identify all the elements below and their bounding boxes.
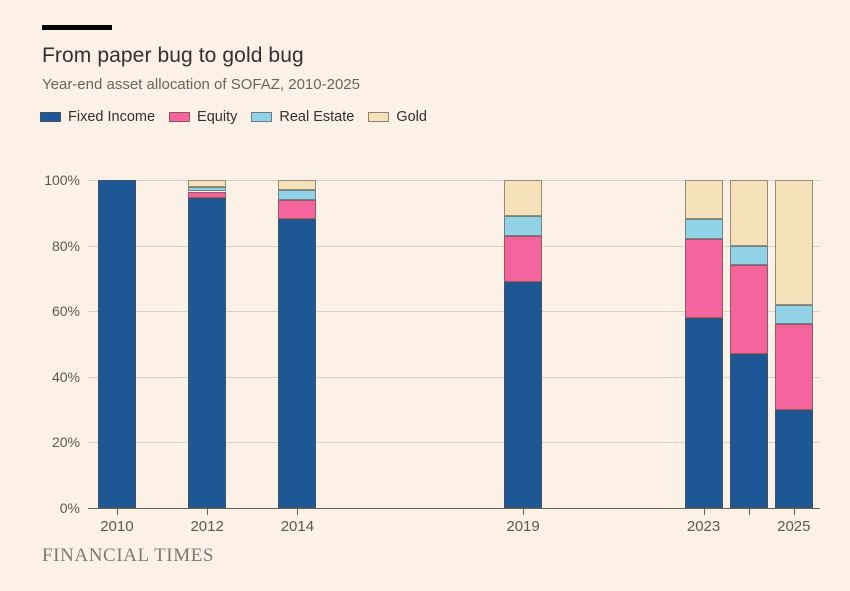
legend-label-real-estate: Real Estate [279,109,355,125]
x-axis-label-2014: 2014 [280,518,315,535]
bar-2024-segment-gold [729,180,768,246]
bar-2010-segment-fixed-income [97,180,136,508]
x-axis-label-2012: 2012 [190,518,224,535]
bar-2010 [97,180,136,508]
bar-2023-segment-fixed-income [684,317,723,508]
x-axis-label-2025: 2025 [777,518,811,535]
bar-2024-segment-fixed-income [729,353,768,508]
legend-label-fixed-income: Fixed Income [68,109,156,125]
y-axis-label-0: 0% [59,500,80,516]
x-axis-tick-2012 [207,509,209,515]
bar-2025-segment-equity [774,324,813,410]
y-axis-label-40: 40% [51,368,80,385]
chart-title: From paper bug to gold bug [42,44,304,67]
bar-2025-segment-fixed-income [774,409,813,508]
bar-2012-segment-equity [188,191,227,199]
y-axis-label-100: 100% [44,172,80,188]
legend-swatch-real-estate-icon [251,112,273,122]
bar-2014-segment-gold [278,180,317,190]
legend-item-equity: Equity [169,109,237,125]
bar-2012-segment-fixed-income [188,198,227,508]
x-axis-tick-2025 [793,509,795,515]
bar-2012-segment-real-estate [188,186,227,192]
legend-swatch-gold-icon [368,112,390,122]
bar-2014-segment-equity [278,199,317,220]
bar-2025-segment-real-estate [774,304,813,325]
ft-brand: FINANCIAL TIMES [42,545,215,566]
x-axis-label-2019: 2019 [506,518,540,535]
bar-2014-segment-real-estate [278,189,317,200]
ft-top-rule [42,25,112,30]
gridline-60 [88,311,820,313]
chart-legend: Fixed Income Equity Real Estate Gold [40,109,427,125]
x-axis-tick-2023 [703,509,705,515]
gridline-40 [88,376,820,378]
x-axis-tick-2010 [116,509,118,515]
bar-2023-segment-gold [684,180,723,220]
bar-2019-segment-fixed-income [504,281,543,508]
bar-2019-segment-gold [504,180,543,217]
bar-2023 [684,180,723,508]
legend-label-gold: Gold [396,109,427,125]
x-axis-label-2010: 2010 [100,518,134,535]
x-axis-tick-2024 [748,509,750,515]
gridline-20 [88,442,820,444]
y-axis-label-80: 80% [51,237,80,254]
legend-swatch-equity-icon [169,112,191,122]
bar-2019-segment-equity [504,235,543,282]
gridline-80 [88,245,820,247]
y-axis-label-20: 20% [51,434,80,451]
x-axis-tick-2019 [523,509,525,515]
bar-2023-segment-equity [684,239,723,318]
bar-2023-segment-real-estate [684,219,723,240]
x-axis-line [88,508,820,509]
legend-label-equity: Equity [197,109,238,125]
legend-item-fixed-income: Fixed Income [40,109,155,125]
legend-swatch-fixed-income-icon [40,112,61,122]
bar-2024-segment-real-estate [729,245,768,266]
bar-2024 [729,180,768,508]
legend-item-gold: Gold [368,109,427,125]
bar-2014-segment-fixed-income [278,219,317,508]
bar-2025 [774,180,813,508]
chart-subtitle: Year-end asset allocation of SOFAZ, 2010… [42,76,360,93]
bar-2012 [188,180,227,508]
bar-2019 [504,180,543,508]
y-axis-label-60: 60% [51,303,80,320]
bar-2012-segment-gold [188,180,227,187]
bar-2014 [278,180,317,508]
bar-2019-segment-real-estate [504,216,543,236]
bar-2025-segment-gold [774,180,813,305]
x-axis-tick-2014 [297,509,299,515]
bar-2024-segment-equity [729,265,768,354]
x-axis-label-2023: 2023 [686,518,721,535]
legend-item-real-estate: Real Estate [251,109,354,125]
gridline-100 [88,180,820,181]
